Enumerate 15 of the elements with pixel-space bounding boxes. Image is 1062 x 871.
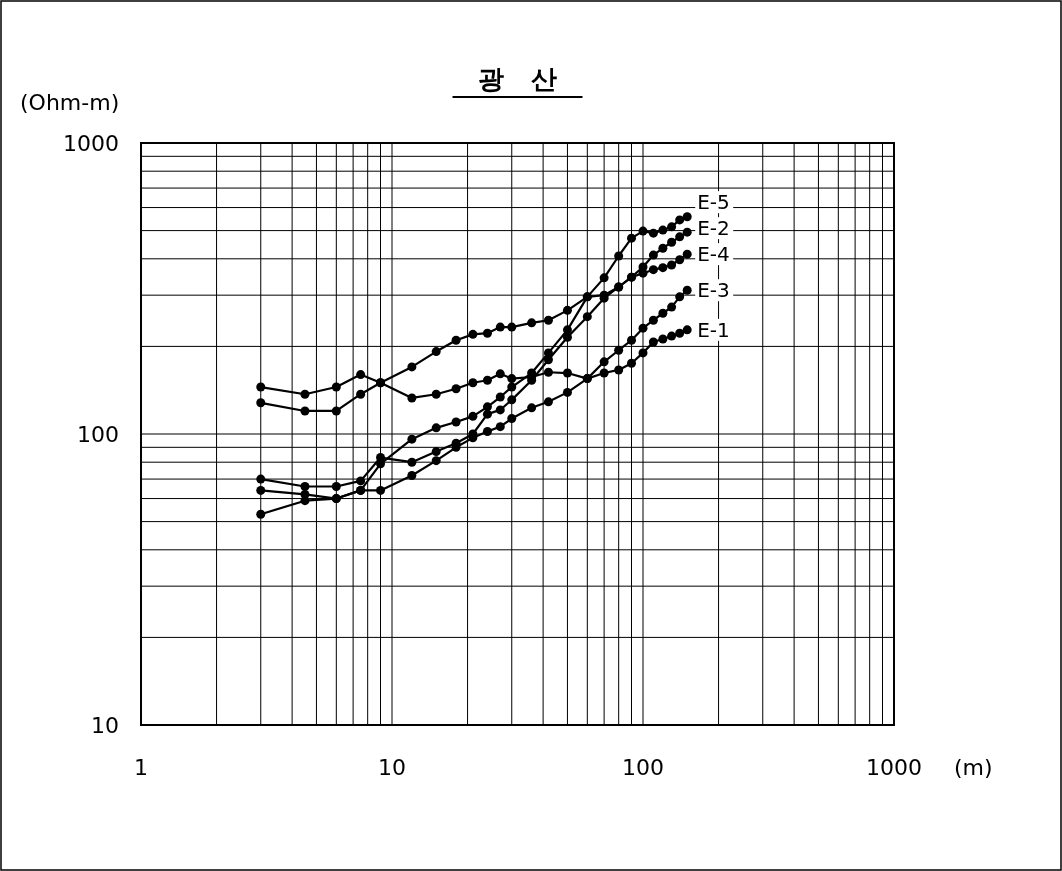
chart-title: 광 산 bbox=[477, 64, 558, 94]
x-tick-label: 10 bbox=[378, 755, 406, 780]
x-tick-label: 1000 bbox=[866, 755, 922, 780]
series-label: E-4 bbox=[697, 242, 730, 267]
series-label: E-2 bbox=[697, 216, 730, 241]
x-axis-title: (m) bbox=[954, 755, 993, 780]
series-label: E-5 bbox=[697, 190, 730, 215]
y-tick-label: 100 bbox=[77, 421, 119, 447]
y-tick-label: 1000 bbox=[63, 130, 119, 156]
y-tick-label: 10 bbox=[91, 712, 119, 738]
x-tick-label: 100 bbox=[622, 755, 664, 780]
y-axis-title: (Ohm-m) bbox=[20, 90, 120, 115]
x-tick-label: 1 bbox=[134, 755, 148, 780]
series-label: E-1 bbox=[697, 317, 730, 342]
series-label: E-3 bbox=[697, 278, 730, 303]
